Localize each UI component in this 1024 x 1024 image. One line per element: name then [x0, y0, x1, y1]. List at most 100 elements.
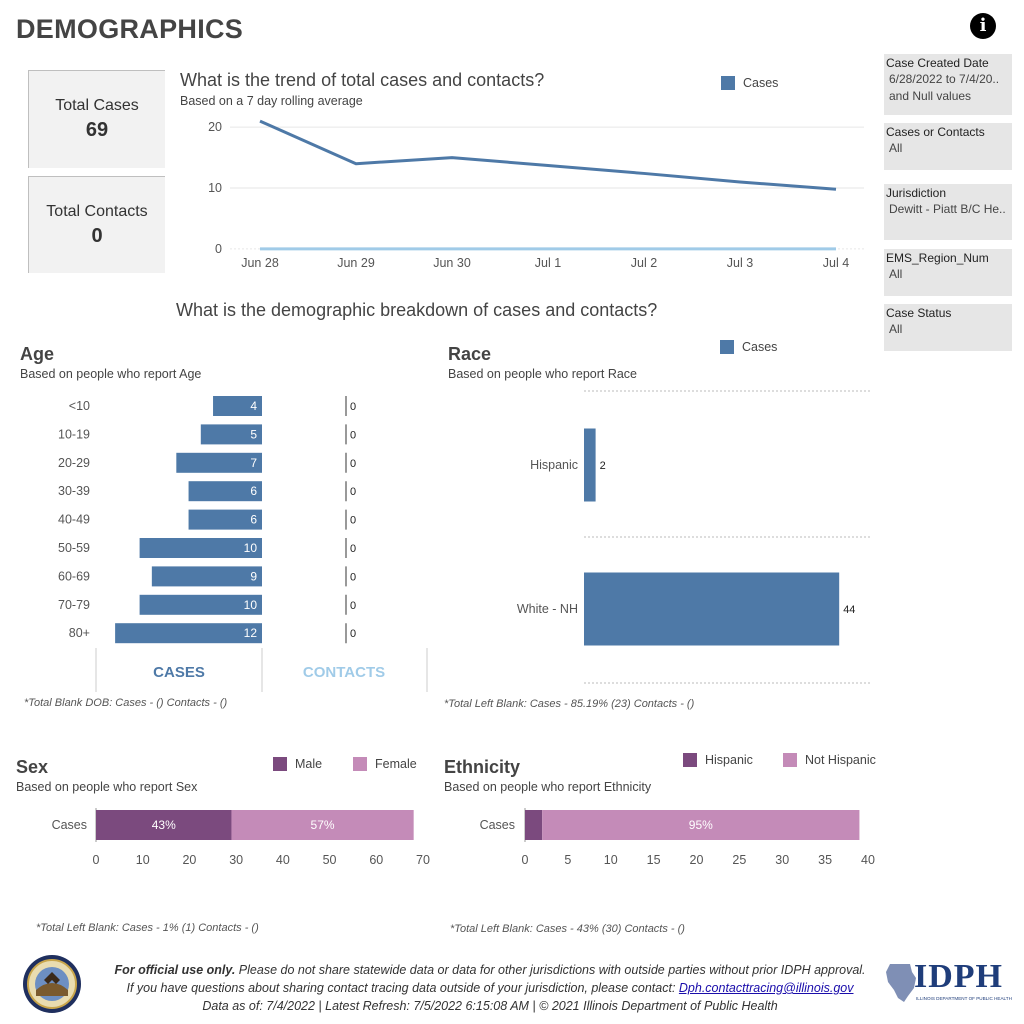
race-category-label: White - NH [517, 602, 578, 616]
illinois-seal-icon [23, 955, 81, 1013]
filter-value[interactable]: Dewitt - Piatt B/C He.. [889, 202, 1006, 216]
ethnicity-legend-hispanic[interactable]: Hispanic [683, 753, 753, 767]
filter-label: Case Created Date [886, 56, 989, 70]
ethnicity-x-tick-label: 35 [818, 853, 832, 867]
ethnicity-bar-not-hispanic [542, 810, 860, 840]
trend-legend-label: Cases [743, 76, 779, 90]
ethnicity-x-tick-label: 5 [564, 853, 571, 867]
race-legend-label: Cases [742, 340, 778, 354]
age-title: Age [20, 344, 55, 364]
ethnicity-legend-not-hispanic[interactable]: Not Hispanic [783, 753, 876, 767]
idph-logo: IDPH ILLINOIS DEPARTMENT OF PUBLIC HEALT… [884, 958, 1014, 1006]
age-category-label: 60-69 [58, 569, 90, 583]
filter-value[interactable]: All [889, 141, 903, 155]
sex-chart[interactable]: Cases 43% 57% 0 10 20 30 40 50 60 70 [16, 800, 441, 875]
age-subtitle: Based on people who report Age [20, 367, 202, 381]
age-cases-bar [188, 509, 262, 530]
trend-legend[interactable]: Cases [721, 76, 778, 90]
page-title: DEMOGRAPHICS [16, 14, 244, 44]
x-tick-label: Jul 4 [823, 256, 849, 270]
ethnicity-bar-label: 95% [689, 818, 713, 832]
filter-jurisdiction[interactable]: Jurisdiction Dewitt - Piatt B/C He.. [884, 184, 1012, 240]
age-category-label: 10-19 [58, 427, 90, 441]
filter-label: EMS_Region_Num [886, 251, 989, 265]
ethnicity-chart[interactable]: Cases 95% 0 5 10 15 20 25 30 35 40 [444, 800, 879, 875]
not-hispanic-legend-label: Not Hispanic [805, 753, 876, 767]
ethnicity-subtitle: Based on people who report Ethnicity [444, 780, 652, 794]
hispanic-legend-label: Hispanic [705, 753, 753, 767]
x-tick-label: Jul 1 [535, 256, 561, 270]
age-contacts-value: 0 [350, 429, 356, 441]
sex-x-tick-label: 50 [323, 853, 337, 867]
total-cases-label: Total Cases [55, 97, 139, 114]
sex-bar-label: 57% [311, 818, 335, 832]
age-contacts-value: 0 [350, 515, 356, 527]
sex-legend-male[interactable]: Male [273, 757, 322, 771]
age-contacts-value: 0 [350, 628, 356, 640]
race-legend[interactable]: Cases [720, 340, 777, 354]
age-category-label: 30-39 [58, 484, 90, 498]
age-contacts-value: 0 [350, 543, 356, 555]
ethnicity-title: Ethnicity [444, 757, 521, 777]
age-cases-bar [115, 623, 263, 644]
race-title: Race [448, 344, 492, 364]
filter-case-status[interactable]: Case Status All [884, 304, 1012, 351]
total-cases-card: Total Cases 69 [28, 70, 165, 168]
age-category-label: 40-49 [58, 513, 90, 527]
idph-logo-text: IDPH [914, 958, 1003, 995]
filter-value[interactable]: 6/28/2022 to 7/4/20.. and Null values [889, 72, 1000, 103]
age-chart[interactable]: <10 4 0 10-19 5 0 20-29 7 0 30-39 6 0 40-49 6 0 50-59 10… [20, 392, 440, 692]
race-category-label: Hispanic [530, 458, 578, 472]
age-cases-value: 10 [244, 598, 258, 612]
x-tick-label: Jun 28 [241, 256, 279, 270]
sex-bar-label: 43% [152, 818, 176, 832]
sex-bar-female [231, 810, 414, 840]
filter-value[interactable]: All [889, 322, 903, 336]
filter-ems-region[interactable]: EMS_Region_Num All [884, 249, 1012, 296]
age-contacts-value: 0 [350, 458, 356, 470]
filter-value[interactable]: All [889, 267, 903, 281]
filter-cases-or-contacts[interactable]: Cases or Contacts All [884, 123, 1012, 170]
filter-case-created-date[interactable]: Case Created Date 6/28/2022 to 7/4/20.. … [884, 54, 1012, 115]
ethnicity-x-tick-label: 10 [604, 853, 618, 867]
footer-line-1: For official use only. Please do not sha… [100, 961, 880, 979]
trend-chart[interactable]: 0 10 20 Jun 28 Jun 29 Jun 30 Jul 1 Jul 2 Jul 3 Ju… [180, 115, 880, 280]
sex-x-tick-label: 30 [229, 853, 243, 867]
total-cases-value: 69 [85, 119, 109, 141]
sex-legend-female[interactable]: Female [353, 757, 417, 771]
footer-line-2: If you have questions about sharing cont… [100, 979, 880, 997]
sex-x-tick-label: 0 [93, 853, 100, 867]
hispanic-swatch [683, 753, 697, 767]
cases-tab[interactable]: CASES [153, 664, 205, 681]
age-contacts-value: 0 [350, 571, 356, 583]
ethnicity-x-tick-label: 30 [775, 853, 789, 867]
footer-disclaimer: For official use only. Please do not sha… [100, 961, 880, 1015]
age-category-label: 50-59 [58, 541, 90, 555]
sex-x-tick-label: 70 [416, 853, 430, 867]
age-cases-bar [176, 452, 262, 473]
total-contacts-card: Total Contacts 0 [28, 176, 165, 273]
age-cases-value: 7 [250, 456, 257, 470]
sex-title: Sex [16, 757, 49, 777]
age-cases-bar [139, 594, 262, 615]
age-note: *Total Blank DOB: Cases - () Contacts - … [24, 697, 228, 709]
footer-contact-text: If you have questions about sharing cont… [126, 981, 679, 995]
female-swatch [353, 757, 367, 771]
ethnicity-x-tick-label: 0 [522, 853, 529, 867]
x-tick-label: Jul 2 [631, 256, 657, 270]
footer-line-1-rest: Please do not share statewide data or da… [235, 963, 866, 977]
race-chart[interactable]: Hispanic 2 White - NH 44 [448, 385, 878, 690]
not-hispanic-swatch [783, 753, 797, 767]
contact-email-link[interactable]: Dph.contacttracing@illinois.gov [678, 981, 854, 995]
contacts-tab[interactable]: CONTACTS [302, 664, 386, 681]
ethnicity-x-tick-label: 15 [647, 853, 661, 867]
info-icon[interactable]: i [970, 13, 996, 39]
sex-x-tick-label: 40 [276, 853, 290, 867]
ethnicity-x-tick-label: 40 [861, 853, 875, 867]
sex-bar-male [96, 810, 232, 840]
trend-title: What is the trend of total cases and con… [180, 70, 545, 90]
ethnicity-note: *Total Left Blank: Cases - 43% (30) Cont… [450, 923, 685, 935]
race-cases-value: 2 [600, 460, 606, 472]
age-cases-value: 6 [250, 513, 257, 527]
age-contacts-value: 0 [350, 486, 356, 498]
